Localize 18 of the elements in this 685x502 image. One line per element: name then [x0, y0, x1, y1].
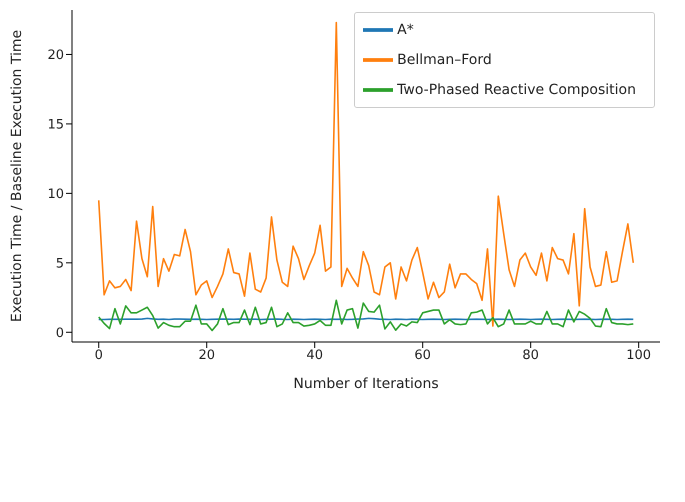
y-tick-label: 5 — [56, 256, 64, 272]
y-tick-label: 20 — [47, 48, 64, 64]
line-series — [98, 22, 634, 327]
legend-label: Bellman–Ford — [397, 52, 492, 68]
x-tick-label: 20 — [198, 348, 215, 364]
x-tick-label: 100 — [626, 348, 652, 364]
x-axis-title: Number of Iterations — [293, 376, 439, 392]
x-tick-label: 80 — [522, 348, 539, 364]
y-axis-title: Execution Time / Baseline Execution Time — [8, 30, 25, 322]
x-tick-label: 0 — [94, 348, 103, 364]
y-tick-label: 0 — [56, 326, 64, 341]
legend-label: A* — [397, 22, 414, 38]
x-tick-label: 60 — [414, 348, 431, 364]
y-tick-label: 15 — [47, 118, 64, 133]
legend-label: Two-Phased Reactive Composition — [397, 82, 636, 98]
line-series — [98, 300, 634, 332]
y-tick-label: 10 — [47, 186, 64, 202]
x-tick-label: 40 — [306, 348, 323, 364]
